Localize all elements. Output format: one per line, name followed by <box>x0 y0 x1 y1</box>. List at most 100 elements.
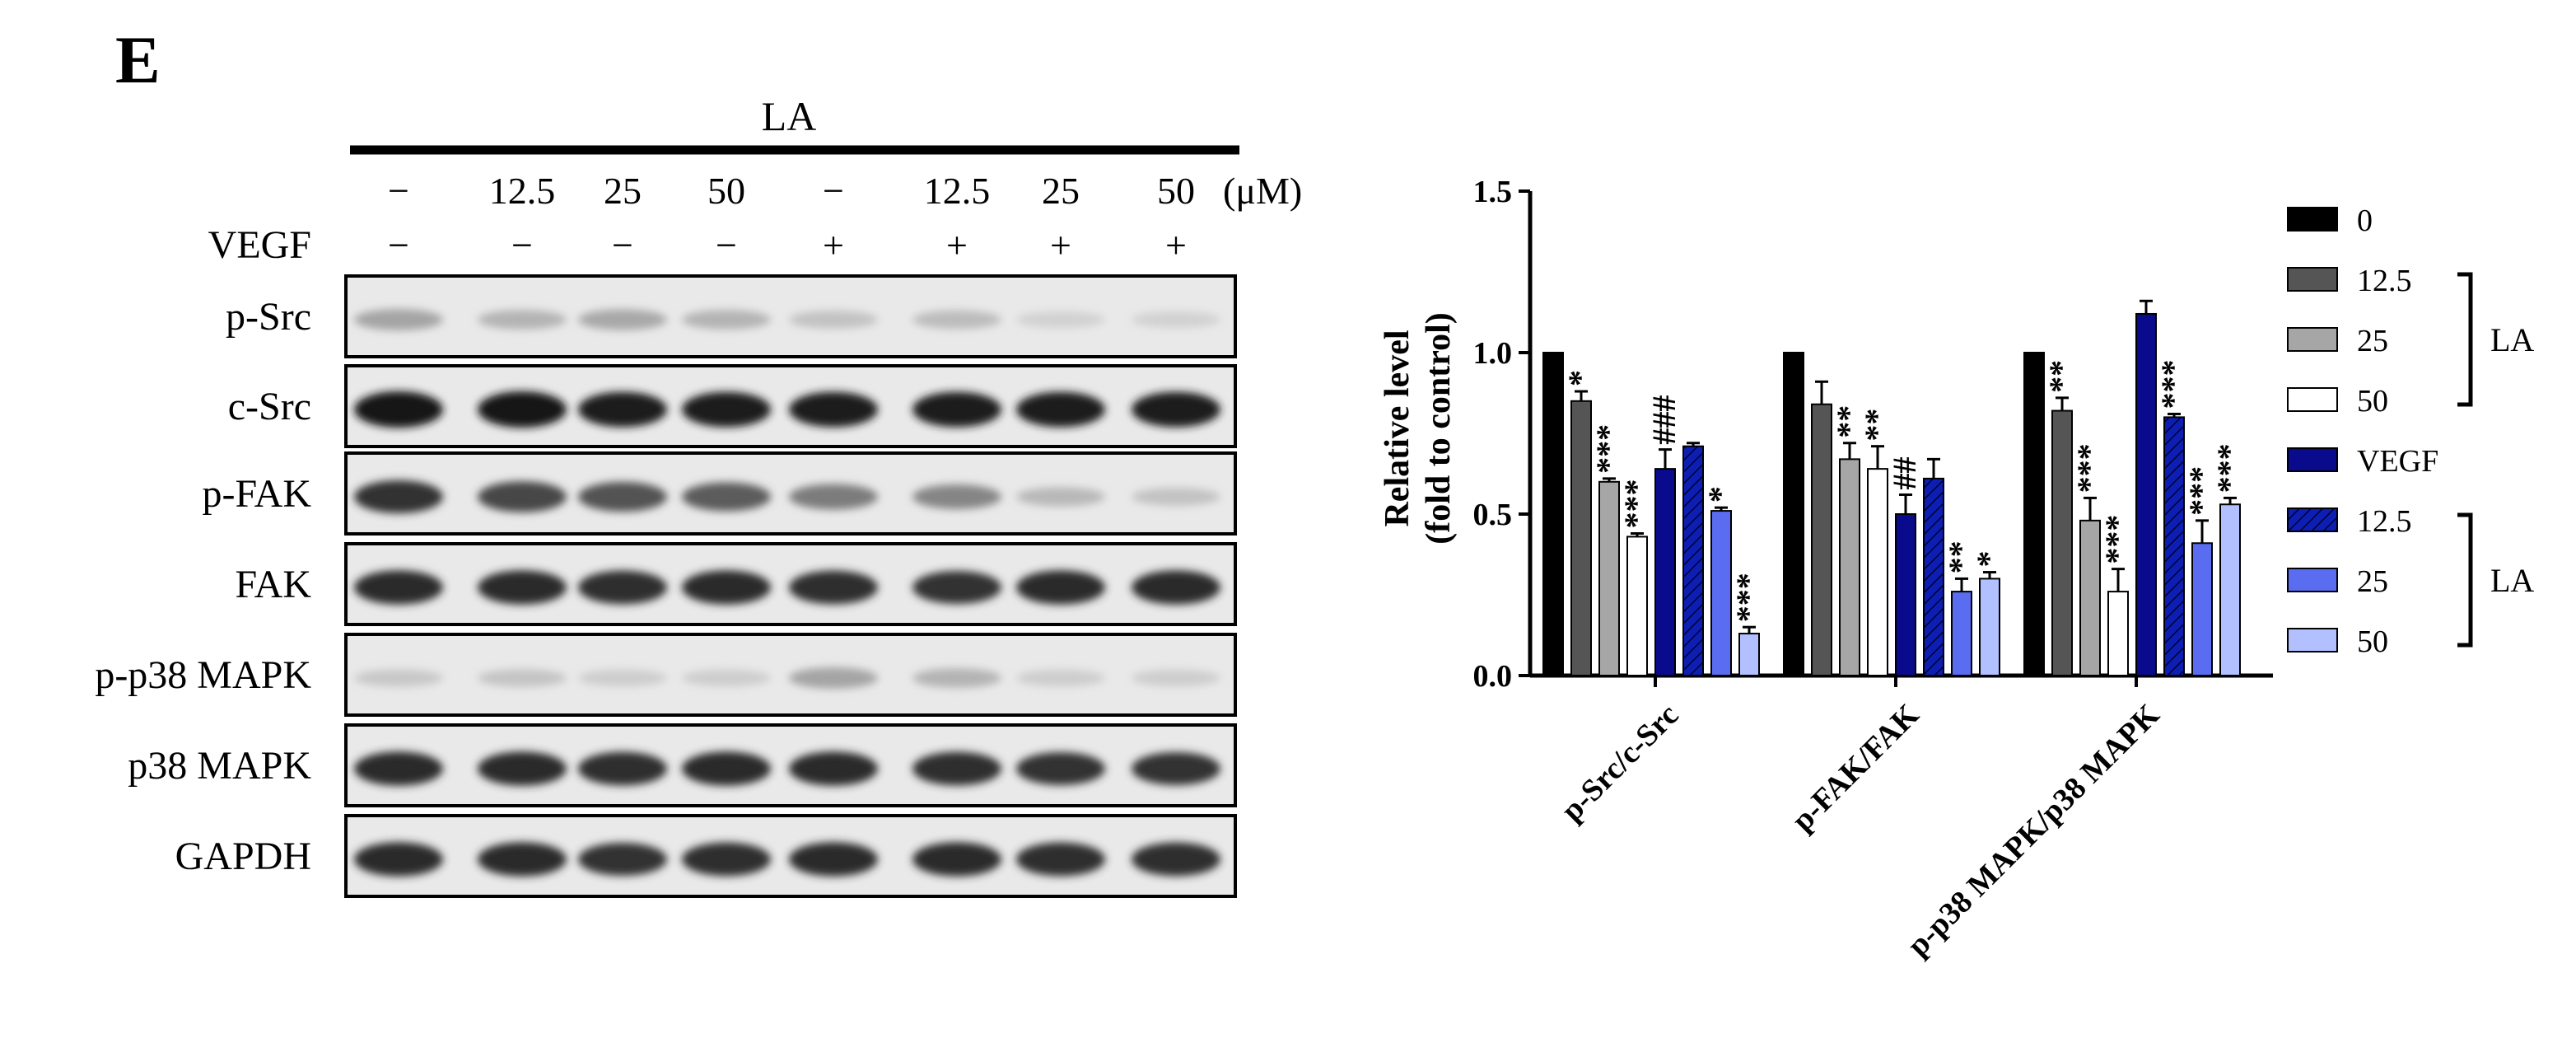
significance-mark: *** <box>1729 573 1766 622</box>
blot-row: p38 MAPK <box>128 723 1237 807</box>
blot-band <box>478 570 567 605</box>
blot-band <box>1132 669 1220 687</box>
legend-bracket-label: LA <box>2490 321 2534 358</box>
legend-bracket <box>2457 512 2473 648</box>
blot-band <box>682 842 771 877</box>
significance-mark: *** <box>2154 359 2191 409</box>
bar <box>1682 445 1704 676</box>
significance-mark: ** <box>2042 360 2079 393</box>
bar <box>2219 503 2241 676</box>
significance-mark: * <box>1970 551 2007 568</box>
blot-band <box>1132 391 1220 428</box>
bar <box>1979 578 2000 677</box>
significance-mark: * <box>1701 486 1738 503</box>
blot-row-label: GAPDH <box>175 835 311 878</box>
legend-label: 25 <box>2357 564 2388 599</box>
blot-band <box>682 310 771 330</box>
bar <box>1783 352 1804 676</box>
significance-mark: ### <box>1645 395 1682 445</box>
legend-swatch <box>2287 628 2338 652</box>
vegf-sign-label: + <box>1050 224 1071 266</box>
blot-band <box>682 669 771 687</box>
blot-band <box>789 570 878 605</box>
significance-mark: ** <box>1858 409 1895 442</box>
blot-row-label: FAK <box>236 563 312 606</box>
blot-band <box>1016 311 1105 329</box>
blot-band <box>578 481 667 512</box>
blot-band <box>789 842 878 877</box>
bar <box>1839 458 1860 676</box>
significance-mark: *** <box>2098 515 2135 564</box>
bar <box>1654 468 1676 676</box>
y-axis-title: Relative level (fold to control) <box>1379 312 1458 545</box>
blot-band <box>682 751 771 786</box>
la-dose-label: − <box>388 170 409 212</box>
blot-band <box>1016 487 1105 507</box>
significance-mark: *** <box>2182 466 2219 516</box>
legend-bracket <box>2457 272 2473 407</box>
significance-mark: *** <box>2070 443 2107 493</box>
blot-row-label: p-p38 MAPK <box>95 653 311 697</box>
bar <box>1570 400 1592 676</box>
la-dose-label: 50 <box>1157 170 1195 212</box>
legend-swatch <box>2287 327 2338 352</box>
blot-row: GAPDH <box>175 814 1237 898</box>
blot-band <box>1132 488 1220 506</box>
legend-bracket-label: LA <box>2490 562 2534 599</box>
blot-band <box>912 842 1001 877</box>
bar <box>1951 591 1972 677</box>
vegf-sign-label: + <box>946 224 968 266</box>
blot-row-label: p-Src <box>226 295 311 339</box>
blot-band <box>1016 391 1105 428</box>
blot-band <box>478 842 567 877</box>
la-dose-label: 50 <box>707 170 745 212</box>
significance-mark: ** <box>1830 405 1867 438</box>
significance-mark: *** <box>2210 443 2247 493</box>
bar <box>2079 519 2101 677</box>
blot-band <box>912 484 1001 509</box>
blot-band <box>478 481 567 512</box>
bar <box>2023 352 2045 676</box>
blot-row: p-Src <box>226 274 1237 358</box>
blot-row-label: p-FAK <box>203 472 312 516</box>
blot-band <box>354 570 443 605</box>
blot-row: FAK <box>236 542 1237 626</box>
blot-row-label: c-Src <box>228 385 311 428</box>
y-tick-label: 1.0 <box>1473 336 1513 371</box>
blot-band <box>912 391 1001 428</box>
la-dose-label: − <box>823 170 844 212</box>
blot-band <box>1132 842 1220 877</box>
y-tick-label: 0.0 <box>1473 659 1513 694</box>
la-dose-label: 12.5 <box>924 170 991 212</box>
legend-label: 25 <box>2357 324 2388 358</box>
blot-band <box>789 391 878 428</box>
legend: 0 12.5 25 50 VEGF 12.5 25 50 LA LA <box>2287 203 2534 659</box>
bar <box>1867 468 1888 676</box>
la-dose-label: 25 <box>604 170 642 212</box>
legend-label: 12.5 <box>2357 504 2412 539</box>
la-dose-label: 12.5 <box>489 170 556 212</box>
bar <box>2107 591 2129 677</box>
legend-label: VEGF <box>2357 444 2438 479</box>
significance-mark: ## <box>1886 456 1923 489</box>
blot-band <box>578 751 667 786</box>
bar <box>1542 352 1564 676</box>
blot-band <box>682 570 771 605</box>
legend-swatch <box>2287 387 2338 412</box>
blot-band <box>354 751 443 786</box>
blot-band <box>1132 751 1220 786</box>
vegf-sign-label: − <box>612 224 633 266</box>
bar <box>2191 542 2213 677</box>
legend-swatch <box>2287 507 2338 532</box>
blot-band <box>578 669 667 687</box>
blot-band <box>354 669 443 687</box>
blot-band <box>478 391 567 428</box>
legend-swatch <box>2287 267 2338 292</box>
blot-membrane <box>344 274 1237 358</box>
blot-rows: p-Src c-Src p-FAK FAK p-p38 MAPK p38 MAPK GAPD… <box>95 274 1237 898</box>
x-category-label: p-FAK/FAK <box>1785 697 1926 838</box>
blot-band <box>578 391 667 428</box>
blot-band <box>578 842 667 877</box>
bar <box>1626 536 1648 676</box>
